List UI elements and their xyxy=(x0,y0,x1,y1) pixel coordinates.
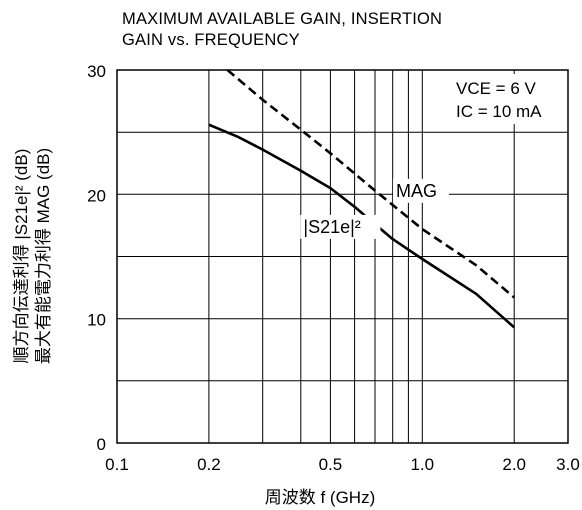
y-tick-label: 10 xyxy=(87,311,106,330)
plot-frame xyxy=(116,69,569,444)
chart-title-line-2: GAIN vs. FREQUENCY xyxy=(122,31,300,49)
y-axis-label-line-1: 順方向伝達利得 |S21e|² (dB) xyxy=(12,149,31,364)
chart-title-line-1: MAXIMUM AVAILABLE GAIN, INSERTION xyxy=(122,10,443,28)
plot-border xyxy=(116,69,569,444)
x-tick-label: 1.0 xyxy=(410,455,434,474)
x-tick-label: 0.2 xyxy=(197,455,221,474)
y-tick-label: 0 xyxy=(97,435,106,454)
conditions-background xyxy=(450,74,562,124)
x-tick-label: 0.1 xyxy=(105,455,129,474)
y-axis-label-line-2: 最大有能電力利得 MAG (dB) xyxy=(34,148,53,364)
x-axis-label: 周波数 f (GHz) xyxy=(265,488,376,507)
x-tick-label: 0.5 xyxy=(319,455,343,474)
s21e-line xyxy=(208,123,516,329)
grid-lines xyxy=(117,70,568,443)
y-tick-label: 30 xyxy=(87,62,106,81)
condition-text: IC = 10 mA xyxy=(456,102,542,121)
x-tick-label: 3.0 xyxy=(556,455,580,474)
mag-line xyxy=(226,69,516,299)
x-tick-label: 2.0 xyxy=(502,455,526,474)
annotation-background xyxy=(393,178,450,203)
mag-annotation: MAG xyxy=(396,181,437,201)
condition-text: VCE = 6 V xyxy=(456,79,537,98)
chart-text: 周波数 f (GHz) 順方向伝達利得 |S21e|² (dB) 最大有能電力利得 … xyxy=(12,74,562,507)
y-tick-label: 20 xyxy=(87,186,106,205)
tick-labels: 0.1 0.2 0.5 1.0 2.0 3.0 0 10 20 30 xyxy=(87,62,580,474)
series-lines xyxy=(208,69,516,329)
s21e-annotation: |S21e|² xyxy=(303,217,360,237)
annotation-background xyxy=(300,214,381,239)
